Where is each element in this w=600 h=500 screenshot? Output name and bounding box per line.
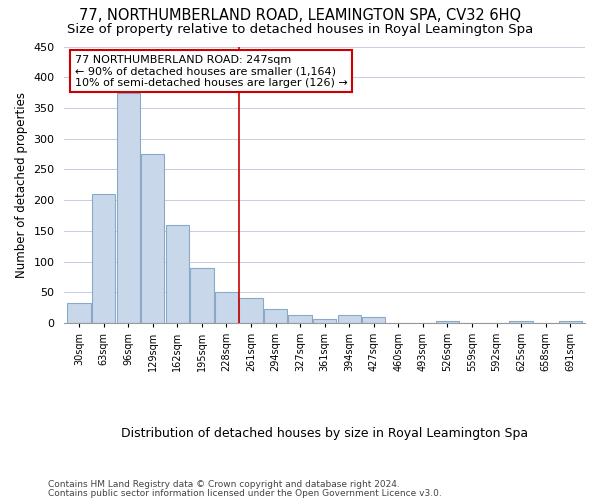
Bar — [190, 268, 214, 323]
X-axis label: Distribution of detached houses by size in Royal Leamington Spa: Distribution of detached houses by size … — [121, 427, 528, 440]
Bar — [313, 318, 337, 323]
Bar — [239, 298, 263, 323]
Bar — [264, 309, 287, 323]
Text: 77, NORTHUMBERLAND ROAD, LEAMINGTON SPA, CV32 6HQ: 77, NORTHUMBERLAND ROAD, LEAMINGTON SPA,… — [79, 8, 521, 22]
Bar — [509, 321, 533, 323]
Text: Size of property relative to detached houses in Royal Leamington Spa: Size of property relative to detached ho… — [67, 22, 533, 36]
Bar — [141, 154, 164, 323]
Bar — [67, 303, 91, 323]
Bar — [362, 317, 385, 323]
Y-axis label: Number of detached properties: Number of detached properties — [15, 92, 28, 278]
Text: Contains HM Land Registry data © Crown copyright and database right 2024.: Contains HM Land Registry data © Crown c… — [48, 480, 400, 489]
Text: Contains public sector information licensed under the Open Government Licence v3: Contains public sector information licen… — [48, 488, 442, 498]
Bar — [436, 320, 459, 323]
Text: 77 NORTHUMBERLAND ROAD: 247sqm
← 90% of detached houses are smaller (1,164)
10% : 77 NORTHUMBERLAND ROAD: 247sqm ← 90% of … — [75, 55, 347, 88]
Bar — [559, 321, 582, 323]
Bar — [289, 315, 312, 323]
Bar — [338, 315, 361, 323]
Bar — [166, 224, 189, 323]
Bar — [215, 292, 238, 323]
Bar — [116, 92, 140, 323]
Bar — [92, 194, 115, 323]
